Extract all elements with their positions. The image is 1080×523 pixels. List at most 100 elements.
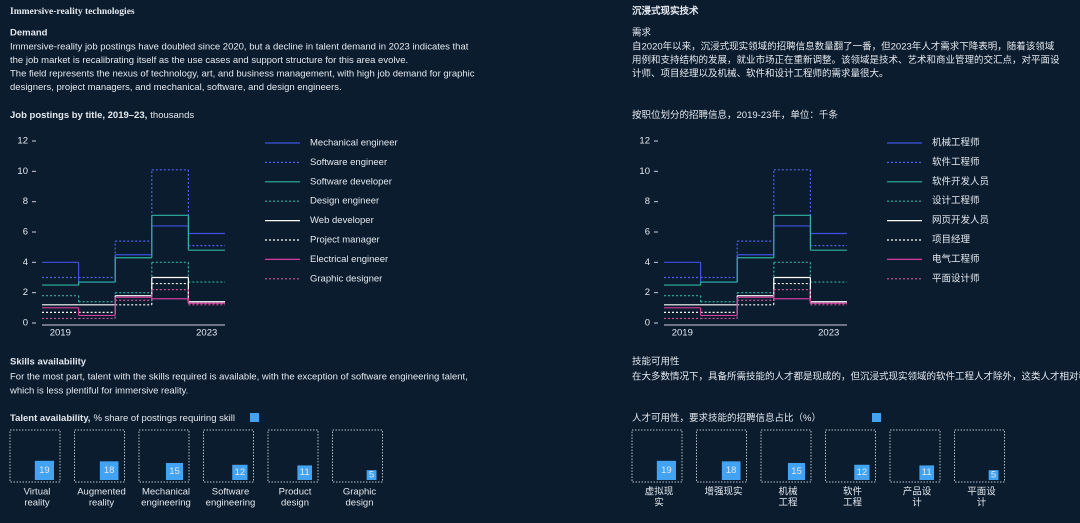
value-label: 18 [104, 465, 115, 476]
category-label: 机械 [778, 486, 798, 498]
square [854, 464, 870, 480]
legend-swatch [872, 413, 881, 422]
category-label: engineering [206, 498, 256, 509]
series [664, 214, 847, 286]
category-label: design [346, 498, 374, 509]
y-tick-label: 2 [23, 287, 28, 298]
section-heading: 技能可用性 [632, 356, 680, 368]
category-label: 工程 [843, 498, 863, 509]
panel-title: Immersive-reality technologies [10, 7, 135, 17]
series [664, 289, 847, 320]
chart-title: Talent availability,% share of postings … [10, 413, 235, 424]
y-tick-label: 6 [23, 227, 28, 238]
box-outline [138, 429, 190, 483]
category-label: Software [212, 487, 250, 498]
title-unit: thousands [150, 110, 194, 121]
value-label: 19 [661, 465, 672, 476]
category-label: Virtual [24, 487, 51, 498]
series [42, 214, 225, 286]
square [232, 464, 248, 480]
category-label: design [281, 498, 309, 509]
value-label: 5 [991, 470, 996, 481]
value-label: 12 [857, 467, 868, 478]
square [656, 460, 676, 480]
chart-title: 人才可用性，要求技能的招聘信息占比（%） [632, 412, 821, 424]
legend-label: 机械工程师 [932, 137, 980, 149]
box-outline [332, 429, 383, 483]
value-label: 19 [39, 465, 50, 476]
box-outline [203, 429, 254, 483]
chart-title: Job postings by title, 2019–23, thousands [10, 110, 194, 121]
x-tick-label: 2019 [672, 328, 693, 339]
y-tick-label: 10 [17, 166, 28, 177]
category-label: 产品设 [903, 486, 932, 498]
chart-title: 按职位划分的招聘信息，2019-23年，单位：千条 [632, 109, 838, 121]
category-label: 计 [977, 497, 987, 509]
value-label: 18 [726, 465, 737, 476]
paragraph-line: which is less plentiful for immersive re… [9, 386, 188, 397]
y-tick-label: 12 [17, 136, 28, 147]
y-tick-label: 10 [639, 166, 650, 177]
series [42, 169, 225, 279]
legend-label: Graphic designer [310, 273, 382, 284]
title-text: Job postings by title, 2019–23, [10, 110, 147, 121]
square [721, 461, 741, 480]
legend-label: Software engineer [310, 157, 387, 168]
category-label: Product [279, 487, 312, 498]
box-outline [889, 429, 941, 483]
series [42, 289, 225, 320]
category-label: 工程 [778, 498, 798, 509]
y-tick-label: 8 [23, 196, 28, 207]
legend-label: 网页开发人员 [932, 214, 989, 226]
paragraph-line: For the most part, talent with the skill… [10, 372, 468, 383]
paragraph-line: designers, project managers, and mechani… [10, 82, 342, 93]
y-tick-label: 8 [645, 196, 650, 207]
legend-label: 平面设计师 [932, 272, 980, 284]
box-outline [74, 429, 125, 483]
category-label: Augmented [77, 487, 126, 498]
y-tick-label: 4 [23, 257, 28, 268]
square [919, 465, 934, 480]
value-label: 5 [369, 470, 374, 481]
y-tick-label: 0 [23, 318, 28, 329]
paragraph-line: 用例和支持结构的发展，就业市场正在重新调整。该领域是技术、艺术和商业管理的交汇点… [632, 54, 1060, 66]
legend-label: Software developer [310, 176, 392, 187]
value-label: 11 [300, 467, 310, 478]
series [664, 169, 847, 279]
square [165, 462, 183, 480]
legend-label: Web developer [310, 215, 374, 226]
panel-title: 沉浸式现实技术 [632, 5, 699, 17]
value-label: 12 [235, 467, 246, 478]
x-tick-label: 2023 [196, 328, 217, 339]
legend-label: 软件开发人员 [932, 175, 989, 187]
category-label: reality [24, 498, 50, 509]
series [664, 296, 847, 317]
paragraph-line: 自2020年以来，沉浸式现实领域的招聘信息数量翻了一番，但2023年人才需求下降… [632, 41, 1055, 53]
value-label: 15 [791, 466, 802, 477]
legend-swatch [250, 413, 259, 422]
category-label: Mechanical [142, 487, 190, 498]
legend-label: 软件工程师 [932, 156, 980, 168]
box-outline [267, 429, 319, 483]
paragraph-line: 计师、项目经理以及机械、软件和设计工程师的需求量很大。 [632, 68, 889, 80]
section-heading: Demand [10, 28, 48, 39]
box-outline [631, 429, 683, 483]
x-tick-label: 2019 [50, 328, 71, 339]
box-outline [760, 429, 812, 483]
box-outline [9, 429, 61, 483]
category-label: 实 [654, 497, 664, 509]
paragraph-line: 在大多数情况下，具备所需技能的人才都是现成的，但沉浸式现实领域的软件工程人才除外… [632, 371, 1080, 383]
legend-label: 电气工程师 [932, 253, 980, 265]
category-label: 虚拟现 [645, 486, 674, 498]
y-tick-label: 2 [645, 287, 650, 298]
box-outline [954, 429, 1005, 483]
legend-label: 设计工程师 [932, 195, 980, 207]
paragraph-line: The field represents the nexus of techno… [10, 69, 475, 80]
box-outline [825, 429, 876, 483]
category-label: 平面设 [967, 487, 996, 498]
square [34, 460, 54, 480]
category-label: Graphic [343, 487, 377, 498]
value-label: 11 [922, 467, 932, 478]
